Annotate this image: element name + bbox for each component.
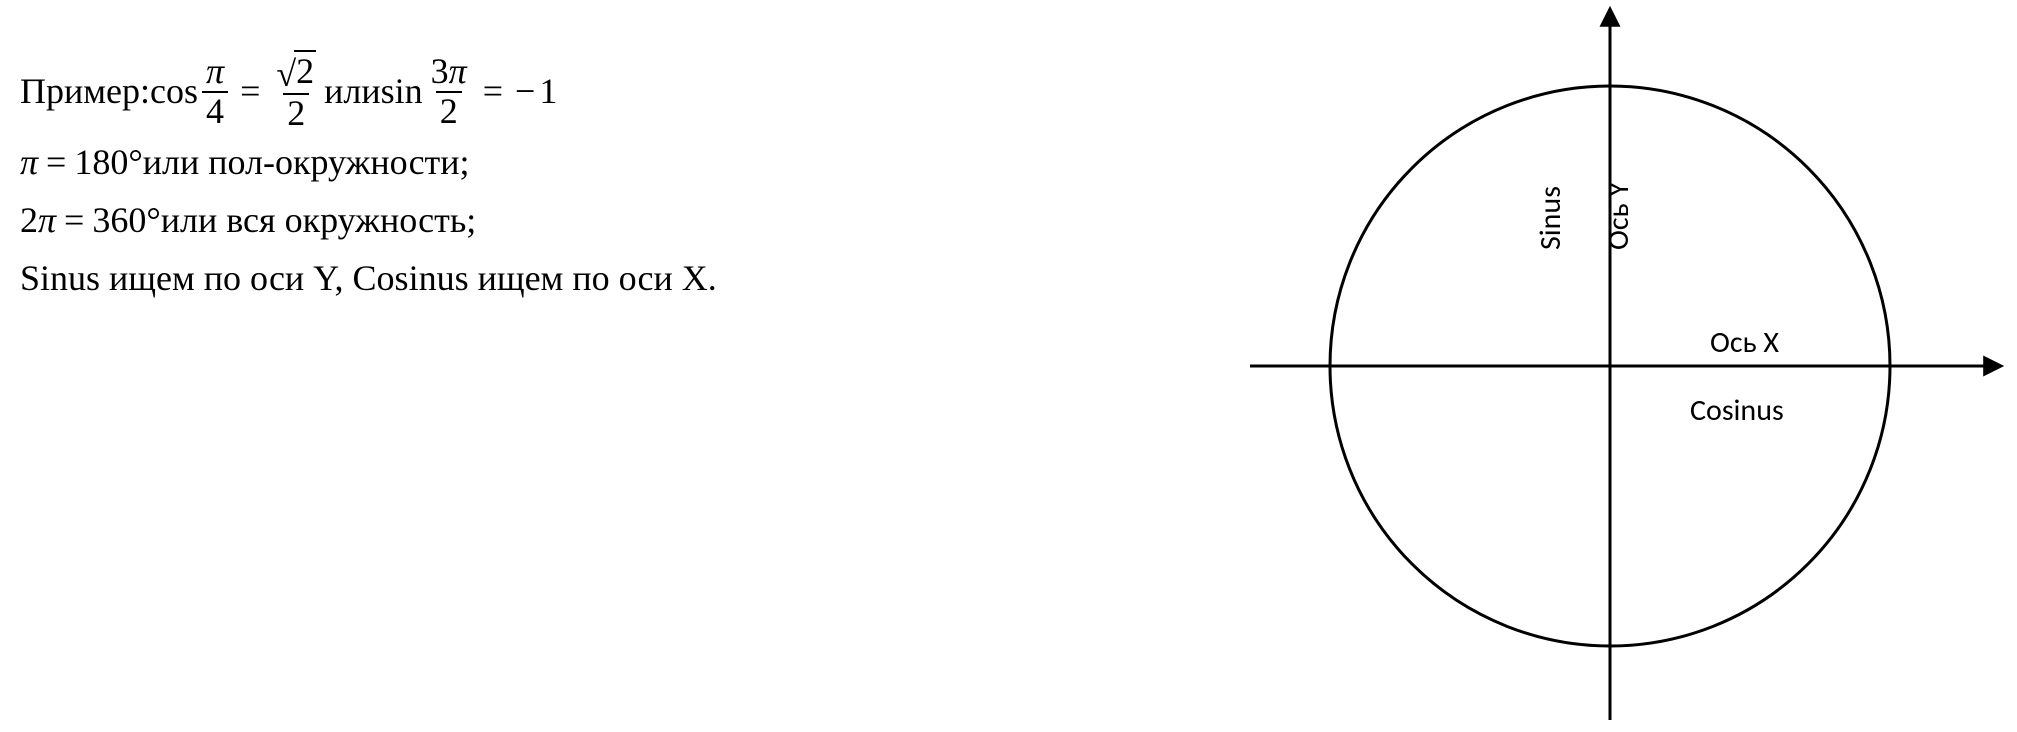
pi-180-line: π = 180° или пол-окружности; — [20, 135, 1120, 191]
three-pi-numerator: 3π — [427, 53, 471, 91]
example-prefix: Пример: — [20, 64, 150, 120]
page: Пример: cos π 4 = √ 2 2 — [0, 0, 2017, 732]
radicand-2: 2 — [294, 50, 316, 92]
denominator-2: 2 — [283, 93, 309, 133]
denominator-2b: 2 — [436, 91, 462, 131]
svg-text:Ось Y: Ось Y — [1600, 182, 1637, 250]
four-denominator: 4 — [202, 91, 228, 131]
svg-text:Sinus: Sinus — [1532, 186, 1569, 250]
two-pi-360-line: 2π = 360° или вся окружность; — [20, 193, 1120, 249]
svg-text:Ось X: Ось X — [1710, 324, 1779, 361]
unit-circle-diagram: Ось Y Ось X Sinus Cosinus — [1230, 0, 2010, 732]
or-text: или — [324, 64, 381, 120]
pi-numerator: π — [202, 53, 228, 91]
two-pi: 2π — [20, 193, 56, 249]
unit-circle-svg: Ось Y Ось X Sinus Cosinus — [1230, 0, 2010, 732]
line3-tail: или вся окружность; — [161, 193, 477, 249]
text-block: Пример: cos π 4 = √ 2 2 — [20, 50, 1120, 309]
equals-1: = — [240, 64, 260, 120]
equals-3: = — [46, 135, 66, 191]
deg-180: 180° — [74, 135, 142, 191]
three: 3 — [431, 51, 449, 91]
sqrt2-numerator: √ 2 — [272, 50, 320, 93]
minus-sign: − — [515, 64, 535, 120]
pi-symbol: π — [20, 135, 38, 191]
fraction-3pi-over-2: 3π 2 — [427, 53, 471, 131]
line2-tail: или пол-окружности; — [143, 135, 470, 191]
fraction-pi-over-4: π 4 — [202, 53, 228, 131]
equals-4: = — [64, 193, 84, 249]
fraction-sqrt2-over-2: √ 2 2 — [272, 50, 320, 133]
example-line: Пример: cos π 4 = √ 2 2 — [20, 50, 1120, 133]
pi-2: π — [449, 51, 467, 91]
sin-expression: sin 3π 2 = −1 — [381, 53, 558, 131]
deg-360: 360° — [92, 193, 160, 249]
sin-text: sin — [381, 64, 423, 120]
svg-text:Cosinus: Cosinus — [1690, 392, 1784, 429]
cos-text: cos — [150, 64, 198, 120]
axes-explain-line: Sinus ищем по оси Y, Cosinus ищем по оси… — [20, 251, 1120, 307]
equals-2: = — [483, 64, 503, 120]
one: 1 — [539, 64, 557, 120]
line4-text: Sinus ищем по оси Y, Cosinus ищем по оси… — [20, 251, 717, 307]
sqrt: √ 2 — [276, 50, 316, 92]
cos-expression: cos π 4 = √ 2 2 — [150, 50, 324, 133]
